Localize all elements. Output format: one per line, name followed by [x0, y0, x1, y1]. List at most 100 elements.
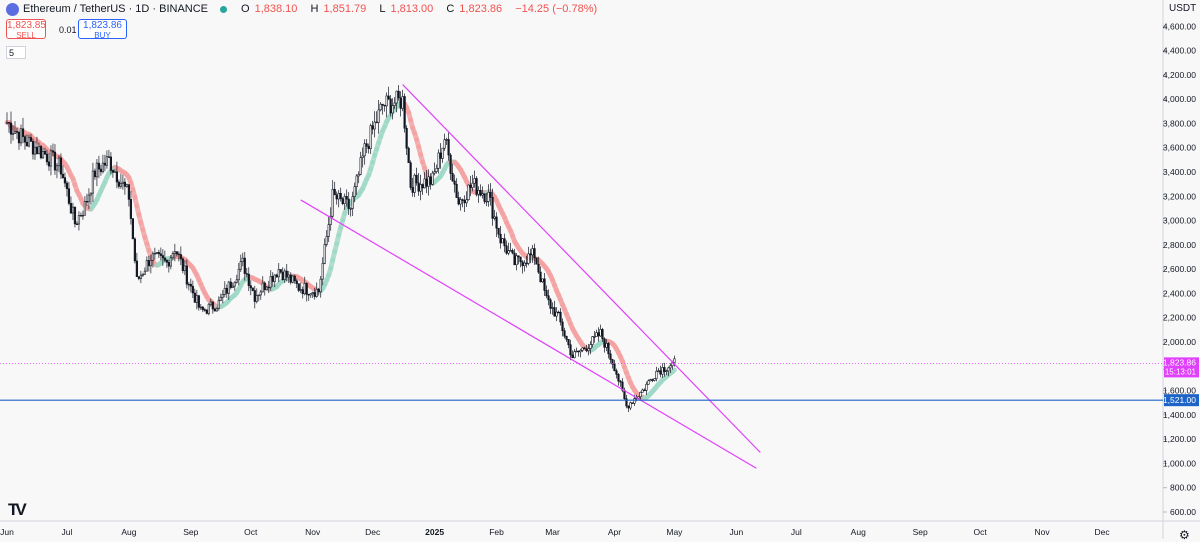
price-axis[interactable]: 600.00800.001,000.001,200.001,400.001,60…	[1163, 21, 1196, 517]
candle-body	[74, 207, 76, 224]
candle-body	[554, 308, 556, 317]
tradingview-logo-icon[interactable]: TV	[8, 500, 24, 520]
candle-body	[664, 367, 666, 371]
candle-body	[102, 163, 104, 172]
candle-body	[248, 274, 250, 286]
candle-body	[274, 275, 276, 282]
candle-body	[328, 225, 330, 237]
candle-body	[390, 99, 392, 113]
settings-gear-icon[interactable]: ⚙	[1179, 528, 1190, 542]
candle-body	[444, 140, 446, 149]
candle-body	[266, 287, 268, 290]
ma-segment	[672, 370, 674, 372]
candle-body	[666, 371, 668, 372]
candle-body	[244, 258, 246, 273]
candle-body	[20, 129, 22, 143]
candle-body	[424, 179, 426, 188]
candle-body	[562, 322, 564, 331]
candle-body	[296, 281, 298, 284]
candle-body	[172, 253, 174, 257]
candle-body	[348, 199, 350, 208]
candle-body	[120, 183, 122, 186]
candle-body	[402, 97, 404, 109]
candle-body	[96, 163, 98, 177]
candle-body	[42, 151, 44, 158]
candle-body	[566, 336, 568, 339]
candle-body	[394, 103, 396, 106]
candle-body	[520, 257, 522, 262]
candle-body	[192, 286, 194, 293]
candle-body	[552, 308, 554, 309]
candle-body	[516, 256, 518, 265]
candle-body	[130, 199, 132, 218]
candle-body	[556, 312, 558, 316]
candle-body	[106, 157, 108, 166]
y-tick-label: 4,600.00	[1163, 21, 1196, 31]
candle-body	[620, 381, 622, 382]
candle-body	[576, 351, 578, 352]
candle-body	[384, 105, 386, 106]
y-tick-label: 4,400.00	[1163, 46, 1196, 56]
candle-body	[404, 97, 406, 129]
candle-body	[484, 194, 486, 202]
x-tick-label: Feb	[489, 527, 504, 537]
sell-label: SELL	[7, 31, 45, 41]
candle-body	[578, 351, 580, 352]
sell-button[interactable]: 1,823.85 SELL	[6, 19, 46, 39]
candle-body	[212, 302, 214, 309]
candle-body	[60, 158, 62, 174]
spread-value: 0.01	[59, 25, 77, 35]
ma-length-input[interactable]: 5	[6, 46, 26, 59]
candle-body	[540, 272, 542, 282]
currency-label[interactable]: USDT	[1169, 3, 1196, 14]
candle-body	[506, 246, 508, 253]
candle-body	[190, 284, 192, 286]
candle-body	[446, 139, 448, 140]
y-tick-label: 3,800.00	[1163, 118, 1196, 128]
candle-body	[438, 153, 440, 168]
candle-body	[100, 169, 102, 172]
candle-body	[548, 296, 550, 300]
candle-body	[518, 256, 520, 257]
candle-body	[214, 309, 216, 311]
candle-body	[204, 310, 206, 311]
x-tick-label: Sep	[183, 527, 198, 537]
candle-body	[154, 253, 156, 254]
candle-body	[238, 269, 240, 280]
candle-body	[350, 208, 352, 209]
buy-button[interactable]: 1,823.86 BUY	[78, 19, 127, 39]
candle-body	[492, 197, 494, 218]
candle-body	[156, 252, 158, 253]
candle-body	[570, 345, 572, 355]
candle-body	[44, 151, 46, 154]
symbol-title[interactable]: Ethereum / TetherUS · 1D · BINANCE	[23, 3, 208, 15]
candle-body	[206, 310, 208, 313]
candle-body	[408, 148, 410, 162]
candle-body	[610, 354, 612, 360]
candle-body	[380, 104, 382, 110]
candle-body	[668, 368, 670, 371]
candle-body	[338, 193, 340, 199]
candle-body	[458, 198, 460, 204]
candle-body	[176, 252, 178, 254]
candle-body	[544, 279, 546, 291]
candle-body	[128, 185, 130, 200]
candle-body	[608, 343, 610, 353]
candle-body	[162, 256, 164, 258]
candle-body	[268, 287, 270, 288]
candle-body	[648, 381, 650, 384]
candle-body	[342, 199, 344, 204]
candle-body	[70, 203, 72, 213]
candle-body	[310, 294, 312, 295]
candle-body	[398, 91, 400, 98]
y-tick-label: 1,000.00	[1163, 458, 1196, 468]
x-tick-label: Oct	[244, 527, 258, 537]
candle-body	[510, 250, 512, 251]
candle-body	[524, 263, 526, 266]
candle-body	[628, 406, 630, 408]
candle-body	[24, 137, 26, 143]
candle-body	[376, 122, 378, 123]
candle-body	[452, 173, 454, 181]
